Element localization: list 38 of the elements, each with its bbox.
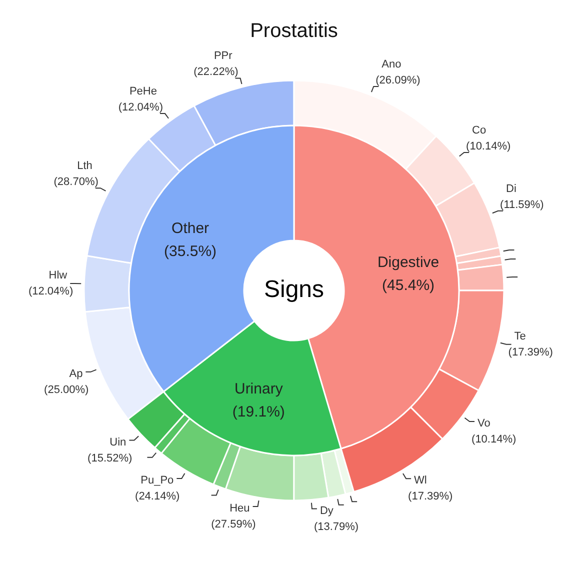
slice-label: Digestive: [377, 254, 440, 272]
data-label: (28.70%): [54, 176, 98, 188]
slice-label: PPr: [214, 50, 233, 62]
slice-label: Uin: [110, 436, 126, 448]
chart-title: Prostatitis: [249, 20, 339, 43]
slice-label: Urinary: [234, 380, 284, 398]
slice-label: Wl: [414, 474, 427, 487]
data-label: (13.79%): [314, 520, 359, 533]
slice-label: Pu_Po: [140, 474, 174, 487]
slice-label: Vo: [478, 417, 490, 430]
data-label: (17.39%): [408, 490, 453, 503]
data-label: (45.4%): [382, 277, 435, 294]
data-label: (12.04%): [118, 102, 163, 114]
slice-label: Other: [172, 220, 210, 237]
data-label: (15.52%): [88, 452, 132, 464]
data-label: (10.14%): [472, 433, 516, 446]
slice-label: Co: [472, 124, 486, 137]
slice-label: Di: [506, 182, 516, 195]
data-label: (27.59%): [211, 518, 256, 531]
data-label: (11.59%): [500, 198, 544, 211]
data-label: (22.22%): [194, 66, 238, 78]
slice-label: Lth: [77, 160, 92, 172]
slice-label: Ano: [382, 58, 402, 71]
slice-label: Heu: [230, 502, 250, 515]
slice-label: Ap: [69, 368, 83, 380]
slice-label: Dy: [320, 504, 334, 517]
data-label: (12.04%): [28, 285, 74, 298]
data-label: (19.1%): [232, 404, 285, 421]
data-label: (10.14%): [466, 140, 511, 153]
data-label: (35.5%): [164, 242, 217, 260]
slice-label: Te: [514, 330, 526, 342]
text: Signs: [264, 276, 324, 304]
data-label: (17.39%): [508, 346, 553, 358]
data-label: (26.09%): [376, 74, 420, 87]
data-label: (25.00%): [44, 384, 89, 396]
data-label: (24.14%): [135, 490, 180, 503]
slice-label: Hlw: [48, 269, 68, 282]
slice-label: PeHe: [129, 86, 157, 98]
